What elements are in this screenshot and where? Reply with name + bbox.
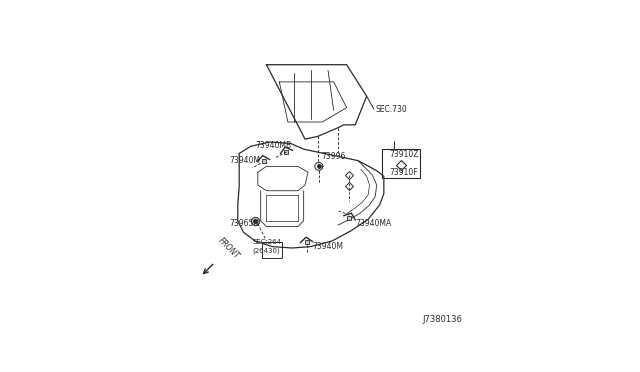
Text: FRONT: FRONT [216,236,241,261]
Text: SEC.264
(26430): SEC.264 (26430) [252,239,281,254]
Text: 73996: 73996 [322,152,346,161]
Text: 73940MB: 73940MB [255,141,291,150]
Text: 73940MA: 73940MA [355,219,392,228]
Text: 73965N: 73965N [229,219,259,228]
Text: J7380136: J7380136 [423,315,463,324]
Bar [262,242,282,258]
Text: 73940M: 73940M [229,156,260,165]
Text: 73910Z: 73910Z [390,150,419,160]
Text: 73910F: 73910F [390,168,418,177]
Bar [383,149,420,178]
Text: 73940M: 73940M [312,242,343,251]
Text: SEC.730: SEC.730 [375,105,407,113]
